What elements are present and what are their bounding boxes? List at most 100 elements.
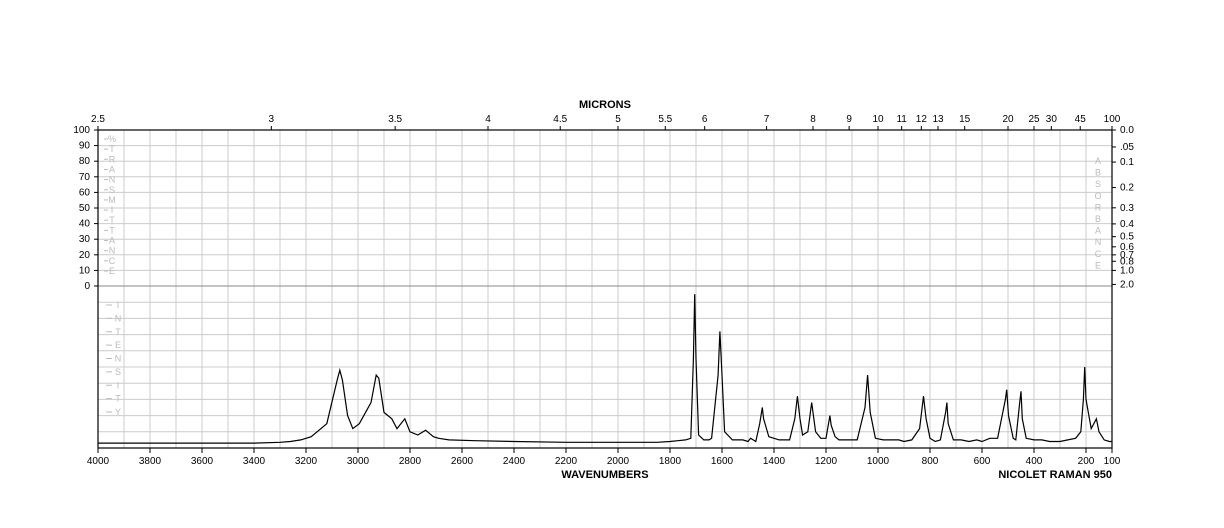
right-axis-letter: R — [1095, 202, 1102, 212]
ytick-left-label: 60 — [79, 187, 91, 198]
ytick-right-label: 0.1 — [1120, 157, 1134, 168]
xtick-label: 200 — [1078, 456, 1095, 467]
top-tick-label: 20 — [1002, 114, 1014, 125]
xtick-label: 3800 — [139, 456, 162, 467]
top-tick-label: 4 — [485, 114, 491, 125]
xtick-label: 4000 — [87, 456, 110, 467]
left-axis-letter: S — [109, 185, 115, 195]
top-tick-label: 11 — [896, 114, 907, 125]
xtick-label: 2600 — [451, 456, 474, 467]
top-tick-label: 12 — [916, 114, 928, 125]
right-axis-letter: O — [1094, 191, 1101, 201]
ytick-left-label: 40 — [79, 219, 91, 230]
spectrum-trace — [98, 294, 1112, 443]
top-tick-label: 7 — [764, 114, 770, 125]
ytick-left-label: 50 — [79, 203, 91, 214]
xtick-label: 2800 — [399, 456, 422, 467]
left-axis-letter: A — [109, 164, 115, 174]
intensity-letter: T — [115, 394, 121, 404]
left-axis-letter: R — [109, 154, 116, 164]
intensity-letter: N — [115, 354, 122, 364]
plot-frame — [98, 130, 1112, 448]
top-tick-label: 5 — [615, 114, 621, 125]
intensity-letter: Y — [115, 407, 121, 417]
right-axis-letter: B — [1095, 214, 1101, 224]
intensity-letter: T — [115, 327, 121, 337]
top-tick-label: 3 — [269, 114, 275, 125]
xtick-label: 3400 — [243, 456, 266, 467]
right-axis-letter: B — [1095, 168, 1101, 178]
right-axis-letter: N — [1095, 237, 1102, 247]
top-tick-label: 10 — [872, 114, 884, 125]
left-axis-letter: M — [108, 195, 116, 205]
top-tick-label: 100 — [1104, 114, 1121, 125]
ytick-right-label: 0.3 — [1120, 203, 1134, 214]
spectrum-chart: 4000380036003400320030002800260024002200… — [0, 0, 1224, 528]
left-axis-letter: N — [109, 175, 116, 185]
ytick-right-label: 0.2 — [1120, 183, 1134, 194]
left-axis-letter: T — [109, 215, 115, 225]
footer-instrument: NICOLET RAMAN 950 — [998, 469, 1112, 481]
right-axis-letter: A — [1095, 226, 1101, 236]
ytick-left-label: 80 — [79, 156, 91, 167]
xtick-label: 3200 — [295, 456, 318, 467]
ytick-right-label: .05 — [1120, 142, 1134, 153]
ytick-left-label: 90 — [79, 141, 91, 152]
intensity-letter: I — [117, 300, 120, 310]
left-axis-letter: C — [109, 256, 116, 266]
intensity-letter: E — [115, 340, 121, 350]
top-tick-label: 9 — [846, 114, 852, 125]
xtick-label: 3000 — [347, 456, 370, 467]
ytick-right-label: 2.0 — [1120, 279, 1134, 290]
xtick-label: 1800 — [659, 456, 682, 467]
xtick-label: 600 — [974, 456, 991, 467]
left-axis-letter: T — [109, 144, 115, 154]
intensity-letter: N — [115, 313, 122, 323]
top-tick-label: 15 — [959, 114, 971, 125]
top-axis-title: MICRONS — [579, 99, 631, 111]
xtick-label: 400 — [1026, 456, 1043, 467]
ytick-left-label: 20 — [79, 250, 91, 261]
ytick-right-label: 0.4 — [1120, 219, 1134, 230]
top-tick-label: 25 — [1028, 114, 1040, 125]
top-tick-label: 4.5 — [553, 114, 567, 125]
ytick-left-label: 100 — [73, 125, 90, 136]
top-tick-label: 6 — [702, 114, 708, 125]
left-axis-letter: A — [109, 236, 115, 246]
xtick-label: 100 — [1104, 456, 1121, 467]
xtick-label: 3600 — [191, 456, 214, 467]
top-tick-label: 8 — [810, 114, 816, 125]
ytick-left-label: 0 — [84, 281, 90, 292]
xtick-label: 1200 — [815, 456, 838, 467]
intensity-letter: S — [115, 367, 121, 377]
ytick-left-label: 30 — [79, 234, 91, 245]
xtick-label: 2400 — [503, 456, 526, 467]
intensity-letter: I — [117, 380, 120, 390]
right-axis-letter: E — [1095, 260, 1101, 270]
right-axis-letter: A — [1095, 156, 1101, 166]
left-axis-letter: % — [108, 134, 116, 144]
top-tick-label: 5.5 — [658, 114, 672, 125]
top-tick-label: 2.5 — [91, 114, 105, 125]
left-axis-letter: E — [109, 266, 115, 276]
ytick-left-label: 10 — [79, 265, 91, 276]
top-tick-label: 45 — [1075, 114, 1087, 125]
top-tick-label: 3.5 — [388, 114, 402, 125]
ytick-right-label: 1.0 — [1120, 265, 1134, 276]
right-axis-letter: C — [1095, 249, 1102, 259]
x-axis-title: WAVENUMBERS — [561, 469, 648, 481]
top-tick-label: 30 — [1046, 114, 1058, 125]
left-axis-letter: N — [109, 246, 116, 256]
xtick-label: 2200 — [555, 456, 578, 467]
xtick-label: 800 — [922, 456, 939, 467]
xtick-label: 1400 — [763, 456, 786, 467]
xtick-label: 2000 — [607, 456, 630, 467]
top-tick-label: 13 — [932, 114, 944, 125]
left-axis-letter: T — [109, 225, 115, 235]
ytick-right-label: 0.0 — [1120, 125, 1134, 136]
ytick-left-label: 70 — [79, 172, 91, 183]
xtick-label: 1000 — [867, 456, 890, 467]
right-axis-letter: S — [1095, 179, 1101, 189]
xtick-label: 1600 — [711, 456, 734, 467]
left-axis-letter: I — [111, 205, 114, 215]
